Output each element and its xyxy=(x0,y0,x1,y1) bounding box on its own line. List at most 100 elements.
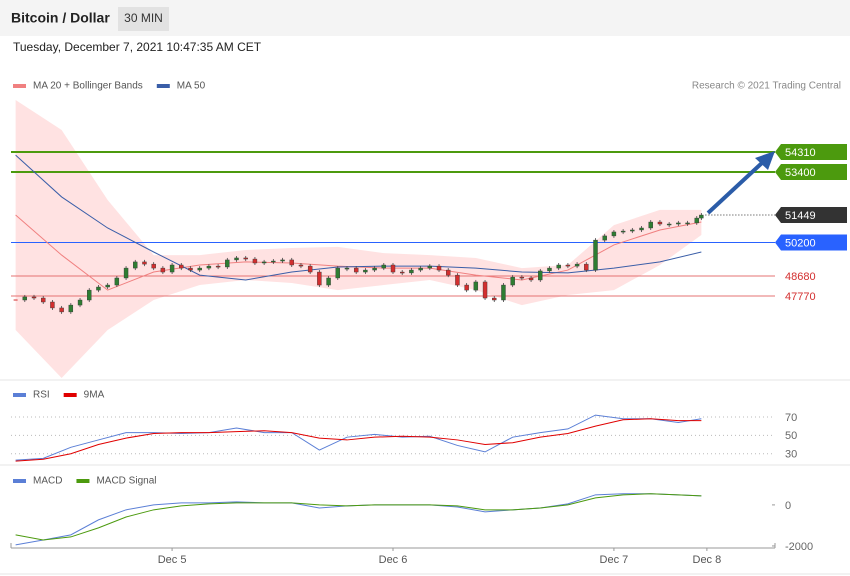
candle xyxy=(59,307,64,313)
candle xyxy=(565,264,571,267)
level-label: 51449 xyxy=(785,210,816,222)
y-tick-label: 0 xyxy=(785,500,791,512)
candle xyxy=(179,264,184,269)
y-tick-label: -2000 xyxy=(785,541,813,553)
legend-swatch xyxy=(156,84,170,88)
candle xyxy=(694,217,699,224)
candle xyxy=(363,269,368,273)
candle xyxy=(584,263,589,271)
y-tick-label: 70 xyxy=(785,412,797,424)
candle xyxy=(335,267,340,279)
y-tick-label: 50 xyxy=(785,430,797,442)
y-tick-label: 30 xyxy=(785,449,797,461)
legend-swatch xyxy=(76,479,90,483)
candle xyxy=(344,267,350,270)
timeframe-box[interactable] xyxy=(118,7,169,31)
source-note: Research © 2021 Trading Central xyxy=(692,81,841,92)
level-label: 47770 xyxy=(785,291,816,303)
legend-label: MACD Signal xyxy=(96,476,156,487)
candle xyxy=(41,297,46,303)
candle xyxy=(169,264,175,273)
level-label: 53400 xyxy=(785,167,816,179)
candle xyxy=(243,257,248,260)
candle xyxy=(280,259,285,262)
candle xyxy=(123,267,129,279)
x-tick-label: Dec 6 xyxy=(379,554,408,566)
candle xyxy=(317,271,322,286)
candle xyxy=(307,265,313,273)
candle xyxy=(400,271,405,274)
legend-swatch xyxy=(63,393,77,397)
candle xyxy=(326,277,331,286)
candle xyxy=(22,296,28,301)
candle xyxy=(409,269,414,274)
candle xyxy=(289,259,294,266)
timeframe[interactable]: 30 MIN xyxy=(124,11,163,25)
overlay-line xyxy=(15,214,702,291)
legend-label: 9MA xyxy=(84,390,105,401)
candle xyxy=(473,281,479,291)
series-line xyxy=(15,418,702,462)
candle xyxy=(353,267,359,273)
candle xyxy=(31,296,37,299)
plot: MA 20 + Bollinger Bands MA 50 54310 53400 51… xyxy=(10,81,847,566)
legend-label: MACD xyxy=(33,476,62,487)
candle xyxy=(685,222,690,225)
timestamp: Tuesday, December 7, 2021 10:47:35 AM CE… xyxy=(13,40,262,54)
legend-swatch xyxy=(13,393,26,397)
arrow-shaft xyxy=(706,160,765,215)
candle xyxy=(501,284,506,301)
candle xyxy=(225,259,230,268)
candle xyxy=(666,223,672,226)
candle xyxy=(372,267,377,271)
bollinger-band xyxy=(15,100,702,378)
candle xyxy=(151,263,156,269)
candle xyxy=(455,274,460,286)
candle xyxy=(639,227,644,231)
candle xyxy=(381,264,386,269)
x-tick-label: Dec 7 xyxy=(600,554,629,566)
candle xyxy=(699,214,704,219)
candle xyxy=(142,261,147,265)
candle xyxy=(427,265,433,269)
candle xyxy=(620,230,626,233)
candle xyxy=(114,277,120,286)
legend-label: RSI xyxy=(33,390,50,401)
candle xyxy=(188,267,193,271)
legend-label: MA 50 xyxy=(177,81,206,92)
candle xyxy=(446,269,451,276)
level-label-box xyxy=(775,143,847,160)
level-label-box xyxy=(775,164,847,181)
candle xyxy=(611,231,617,237)
candle xyxy=(418,267,423,271)
candle xyxy=(648,221,653,229)
candle xyxy=(77,299,83,306)
candle xyxy=(538,270,543,281)
candle xyxy=(464,284,469,291)
candle xyxy=(630,229,635,232)
level-label-box xyxy=(775,207,847,224)
candle xyxy=(234,257,239,261)
candle xyxy=(547,267,552,272)
title: Bitcoin / Dollar xyxy=(11,10,110,26)
candle xyxy=(96,286,101,291)
candle xyxy=(528,277,534,281)
candle xyxy=(68,304,74,313)
legend-label: MA 20 + Bollinger Bands xyxy=(33,81,143,92)
candle xyxy=(593,239,598,271)
candle xyxy=(206,265,212,269)
candle xyxy=(105,284,110,288)
candle xyxy=(261,261,267,264)
candle xyxy=(271,260,276,263)
candle xyxy=(298,264,304,267)
candle xyxy=(519,276,525,279)
candle xyxy=(482,281,488,299)
candle xyxy=(510,276,515,286)
candle xyxy=(252,258,258,264)
candle xyxy=(657,221,663,225)
legend-swatch xyxy=(13,479,26,483)
candle xyxy=(574,263,580,267)
candle xyxy=(87,289,92,301)
legend-swatch xyxy=(13,84,26,88)
